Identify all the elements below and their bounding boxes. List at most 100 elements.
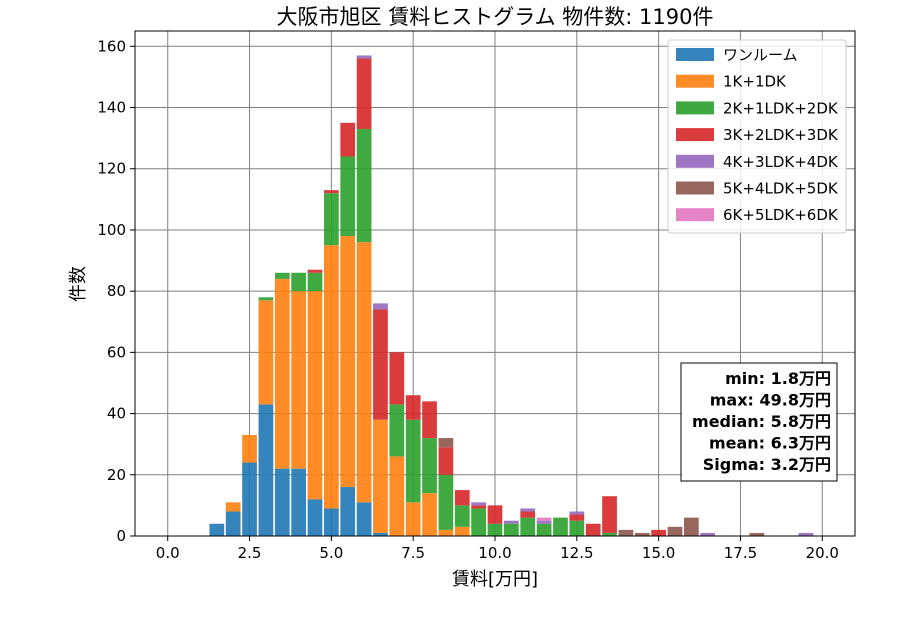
bar-segment — [274, 272, 290, 279]
bar-segment — [520, 517, 536, 536]
bar-segment — [520, 511, 536, 518]
stats-frame — [680, 362, 838, 482]
y-tick-label: 100 — [97, 221, 126, 239]
bar-segment — [307, 499, 323, 536]
legend-label: ワンルーム — [723, 46, 798, 64]
bar-segment — [667, 526, 683, 536]
bar-segment — [373, 532, 388, 536]
x-tick-label: 2.5 — [238, 544, 262, 562]
legend-swatch — [676, 128, 714, 142]
x-tick-label: 10.0 — [478, 544, 511, 562]
bar-segment — [454, 526, 470, 536]
bar-segment — [405, 419, 421, 503]
bar-segment — [438, 447, 454, 475]
stats-line: median: 5.8万円 — [692, 412, 831, 431]
bar-segment — [225, 511, 241, 536]
x-tick-label: 17.5 — [724, 544, 757, 562]
x-tick-label: 5.0 — [319, 544, 343, 562]
bar-segment — [700, 532, 716, 536]
bar-segment — [291, 291, 306, 469]
bar-segment — [405, 395, 421, 420]
bar-segment — [389, 456, 405, 536]
y-tick-label: 120 — [97, 160, 126, 178]
bar-segment — [471, 508, 486, 536]
bar-segment — [356, 58, 372, 129]
y-tick-label: 40 — [107, 405, 126, 423]
bar-segment — [553, 517, 568, 536]
bar-segment — [340, 487, 356, 536]
x-tick-label: 7.5 — [401, 544, 425, 562]
bar-segment — [389, 352, 405, 405]
bar-segment — [324, 190, 339, 194]
legend-label: 2K+1LDK+2DK — [723, 99, 839, 117]
x-tick-label: 12.5 — [560, 544, 593, 562]
bar-segment — [438, 529, 454, 536]
bar-segment — [520, 508, 536, 512]
bar-segment — [618, 529, 634, 536]
bar-segment — [225, 502, 241, 512]
bar-segment — [340, 156, 356, 237]
bar-segment — [356, 55, 372, 59]
bar-segment — [356, 242, 372, 503]
bar-segment — [274, 468, 290, 536]
bar-segment — [487, 523, 503, 536]
bar-segment — [602, 532, 617, 536]
legend-swatch — [676, 154, 714, 168]
bar-segment — [324, 245, 339, 509]
bar-segment — [454, 505, 470, 527]
bar-segment — [569, 520, 585, 536]
x-tick-label: 0.0 — [156, 544, 180, 562]
bar-segment — [602, 496, 617, 533]
y-tick-label: 60 — [107, 343, 126, 361]
legend-label: 4K+3LDK+4DK — [723, 153, 839, 171]
bar-segment — [258, 297, 274, 301]
bar-segment — [307, 269, 323, 273]
bar-segment — [324, 193, 339, 246]
y-tick-label: 140 — [97, 99, 126, 117]
bar-segment — [209, 523, 225, 536]
legend-label: 5K+4LDK+5DK — [723, 180, 839, 198]
bar-segment — [356, 502, 372, 536]
y-tick-label: 20 — [107, 466, 126, 484]
stats-line: mean: 6.3万円 — [709, 434, 831, 453]
bar-segment — [324, 508, 339, 536]
bar-segment — [487, 505, 503, 524]
bar-segment — [438, 474, 454, 530]
bar-segment — [684, 517, 699, 536]
bar-segment — [274, 278, 290, 469]
bar-segment — [651, 529, 666, 536]
y-axis-ticks: 0 20 40 60 80 100 120 140 160 — [97, 37, 135, 545]
bar-segment — [307, 291, 323, 500]
bar-segment — [242, 462, 257, 536]
bar-segment — [405, 502, 421, 536]
stats-line: Sigma: 3.2万円 — [703, 455, 831, 474]
x-axis-label: 賃料[万円] — [452, 569, 538, 590]
bar-segment — [422, 493, 437, 536]
y-axis-label: 件数 — [68, 266, 89, 302]
x-axis-ticks: 0.0 2.5 5.0 7.5 10.0 12.5 15.0 17.5 20.0 — [156, 536, 839, 562]
bar-segment — [258, 300, 274, 405]
bar-segment — [454, 490, 470, 506]
legend-label: 6K+5LDK+6DK — [723, 206, 839, 224]
bar-segment — [242, 435, 257, 463]
bar-segment — [585, 523, 601, 536]
bar-segment — [258, 404, 274, 536]
bars — [209, 55, 814, 536]
y-tick-label: 160 — [97, 37, 126, 55]
y-tick-label: 0 — [116, 527, 126, 545]
bar-segment — [536, 520, 552, 524]
bar-segment — [569, 511, 585, 515]
bar-segment — [438, 438, 454, 448]
bar-segment — [373, 309, 388, 420]
legend-label: 1K+1DK — [723, 73, 787, 91]
bar-segment — [471, 505, 486, 509]
bar-segment — [422, 438, 437, 494]
x-tick-label: 15.0 — [642, 544, 675, 562]
legend-swatch — [676, 74, 714, 88]
y-tick-label: 80 — [107, 282, 126, 300]
legend-swatch — [676, 48, 714, 61]
bar-segment — [389, 404, 405, 457]
chart-title: 大阪市旭区 賃料ヒストグラム 物件数: 1190件 — [277, 5, 714, 29]
bar-segment — [504, 523, 519, 536]
bar-segment — [504, 520, 519, 524]
